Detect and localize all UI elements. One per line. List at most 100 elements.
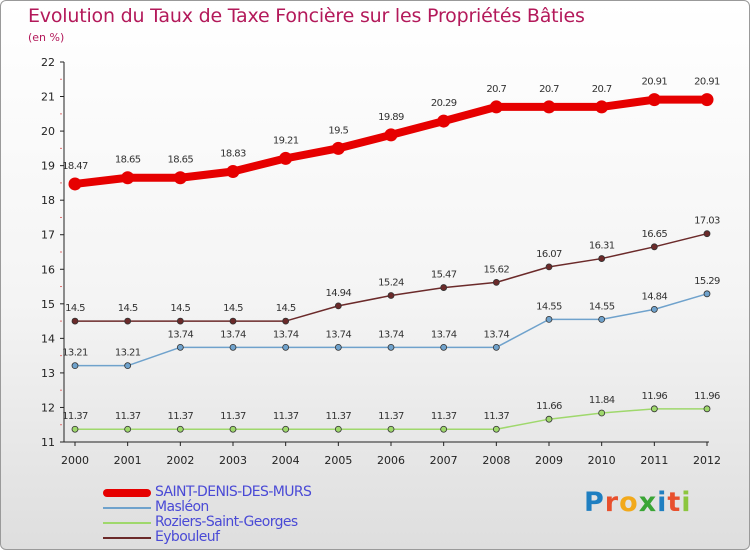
data-label: 15.47 [431,270,457,281]
data-label: 20.29 [431,98,457,109]
data-label: 14.84 [642,291,668,302]
x-tick-label: 2010 [588,454,616,467]
data-point [598,409,606,417]
legend-label: Roziers-Saint-Georges [155,514,298,530]
data-point [334,343,342,351]
data-point [226,165,240,179]
data-point [440,425,448,433]
data-label: 14.5 [118,303,138,314]
y-tick-label: 11 [41,436,55,449]
x-tick-label: 2003 [219,454,247,467]
logo-letter: t [667,487,682,518]
data-label: 13.74 [326,329,352,340]
data-point [71,362,79,370]
data-point [282,317,290,325]
data-point [173,171,187,185]
data-point [124,317,132,325]
data-point [440,284,448,291]
data-label: 18.47 [62,161,88,172]
data-label: 19.5 [328,125,348,136]
data-point [542,100,556,114]
data-point [440,343,448,351]
x-tick-label: 2001 [114,454,142,467]
data-point [334,425,342,433]
legend-label: SAINT-DENIS-DES-MURS [155,484,312,500]
y-tick-label: 17 [41,229,55,242]
data-point [282,343,290,351]
chart-unit-label: (en %) [28,31,65,44]
y-tick-label: 18 [41,194,55,207]
data-point [176,343,184,351]
legend-label: Masléon [155,499,209,515]
data-label: 18.83 [220,149,246,160]
legend-swatch [103,489,151,497]
data-label: 19.89 [378,112,404,123]
data-point [121,171,135,185]
data-label: 13.74 [484,329,510,340]
data-label: 11.66 [536,401,562,412]
x-tick-label: 2012 [693,454,721,467]
data-point [492,278,500,286]
data-point [700,93,714,107]
data-point [545,263,553,271]
y-tick-label: 20 [41,125,55,138]
y-tick-label: 21 [41,91,55,104]
data-label: 11.37 [484,411,510,422]
data-point [384,128,398,142]
data-point [703,230,711,238]
y-tick-label: 19 [41,160,55,173]
data-label: 11.37 [431,411,457,422]
logo-letter: o [619,487,639,518]
x-tick-label: 2000 [61,454,89,467]
data-label: 18.65 [115,155,141,166]
data-point [334,302,342,310]
data-label: 16.65 [642,229,668,240]
data-point [387,292,395,299]
chart-title: Evolution du Taux de Taxe Foncière sur l… [28,5,585,27]
x-tick-label: 2011 [640,454,668,467]
legend-swatch [103,537,151,539]
data-point [492,425,500,433]
data-point [545,415,553,423]
x-tick-label: 2002 [166,454,194,467]
data-label: 11.37 [115,411,141,422]
data-point [71,425,79,433]
x-tick-label: 2008 [482,454,510,467]
data-label: 20.91 [642,77,668,88]
data-label: 19.21 [273,135,299,146]
data-point [647,93,661,107]
x-tick-label: 2006 [377,454,405,467]
data-point [229,425,237,433]
data-label: 11.37 [378,411,404,422]
logo-letter: i [657,487,668,518]
data-point [492,343,500,351]
data-label: 15.62 [484,264,510,275]
legend-swatch [103,507,151,509]
data-point [124,362,132,370]
data-point [650,405,658,413]
data-point [176,425,184,433]
x-tick-label: 2007 [430,454,458,467]
data-point [703,405,711,413]
y-tick-label: 14 [41,332,55,345]
logo-letter: P [584,487,605,518]
data-point [598,255,606,262]
data-label: 14.5 [223,303,243,314]
data-label: 20.7 [486,84,506,95]
legend-swatch [103,522,151,524]
data-point [124,425,132,433]
data-label: 15.24 [378,278,404,289]
data-label: 15.29 [694,276,720,287]
data-point [229,317,237,325]
y-tick-label: 16 [41,263,55,276]
data-label: 11.37 [273,411,299,422]
data-point [387,425,395,433]
data-label: 13.21 [115,348,141,359]
data-label: 16.31 [589,241,615,252]
data-point [229,343,237,351]
data-point [71,317,79,325]
data-label: 11.84 [589,395,615,406]
data-point [437,114,451,128]
